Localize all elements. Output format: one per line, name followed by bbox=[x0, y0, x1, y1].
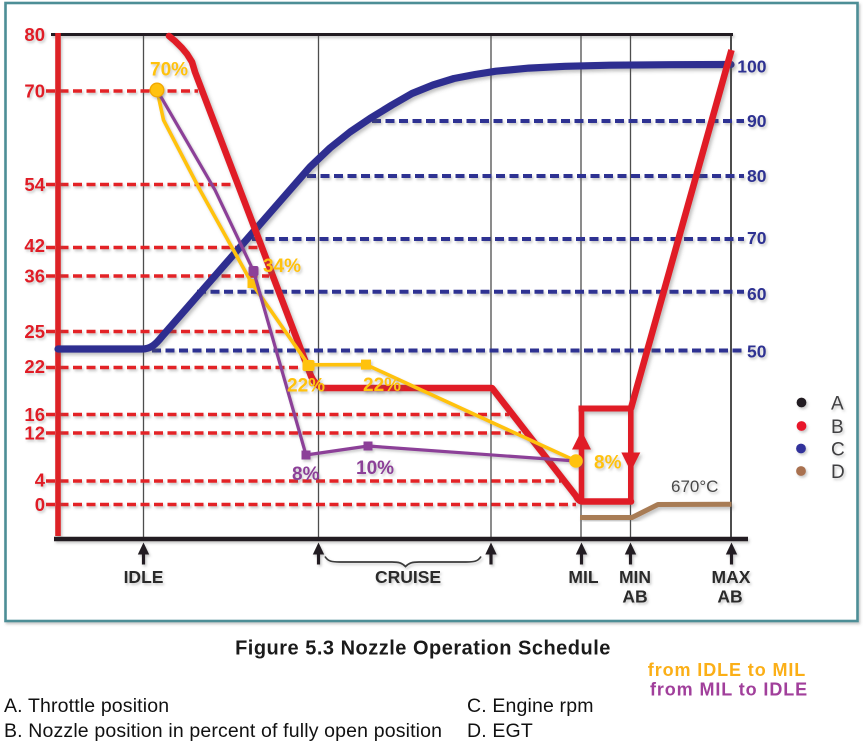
svg-text:10%: 10% bbox=[356, 458, 394, 479]
svg-text:54: 54 bbox=[24, 174, 45, 195]
svg-text:670°C: 670°C bbox=[671, 477, 718, 496]
svg-text:16: 16 bbox=[24, 404, 45, 425]
svg-text:MIL: MIL bbox=[568, 567, 598, 587]
svg-text:MIN: MIN bbox=[619, 567, 651, 587]
svg-text:C: C bbox=[831, 440, 845, 461]
svg-text:AB: AB bbox=[717, 587, 742, 607]
svg-text:Figure 5.3 Nozzle Operation Sc: Figure 5.3 Nozzle Operation Schedule bbox=[235, 638, 611, 660]
svg-text:A. Throttle position: A. Throttle position bbox=[4, 695, 169, 717]
svg-text:100: 100 bbox=[737, 57, 766, 77]
svg-text:42: 42 bbox=[24, 235, 45, 256]
svg-text:B: B bbox=[831, 417, 844, 438]
svg-text:B. Nozzle position in percent: B. Nozzle position in percent of fully o… bbox=[4, 720, 442, 742]
svg-text:70: 70 bbox=[747, 228, 767, 248]
svg-text:D: D bbox=[831, 462, 845, 483]
svg-text:AB: AB bbox=[622, 587, 647, 607]
svg-text:IDLE: IDLE bbox=[124, 567, 164, 587]
svg-text:12: 12 bbox=[24, 423, 45, 444]
svg-text:from MIL to IDLE: from MIL to IDLE bbox=[650, 680, 808, 700]
svg-text:C. Engine rpm: C. Engine rpm bbox=[467, 695, 594, 717]
svg-text:60: 60 bbox=[747, 284, 767, 304]
svg-text:CRUISE: CRUISE bbox=[375, 567, 441, 587]
svg-text:80: 80 bbox=[747, 166, 767, 186]
svg-text:D. EGT: D. EGT bbox=[467, 720, 533, 742]
svg-text:4: 4 bbox=[35, 470, 46, 491]
svg-text:8%: 8% bbox=[292, 464, 320, 485]
svg-text:0: 0 bbox=[35, 494, 45, 515]
svg-text:36: 36 bbox=[24, 266, 45, 287]
svg-text:A: A bbox=[831, 394, 844, 415]
svg-text:22%: 22% bbox=[287, 376, 325, 397]
svg-text:70%: 70% bbox=[150, 60, 188, 81]
svg-text:50: 50 bbox=[747, 342, 767, 362]
svg-text:22%: 22% bbox=[363, 375, 401, 396]
svg-text:8%: 8% bbox=[594, 453, 622, 474]
svg-text:80: 80 bbox=[24, 24, 45, 45]
svg-text:from IDLE to MIL: from IDLE to MIL bbox=[648, 660, 806, 680]
svg-text:MAX: MAX bbox=[712, 567, 751, 587]
svg-text:34%: 34% bbox=[263, 256, 301, 277]
svg-text:22: 22 bbox=[24, 356, 45, 377]
svg-text:70: 70 bbox=[24, 81, 45, 102]
svg-text:90: 90 bbox=[747, 111, 767, 131]
svg-text:25: 25 bbox=[24, 321, 45, 342]
